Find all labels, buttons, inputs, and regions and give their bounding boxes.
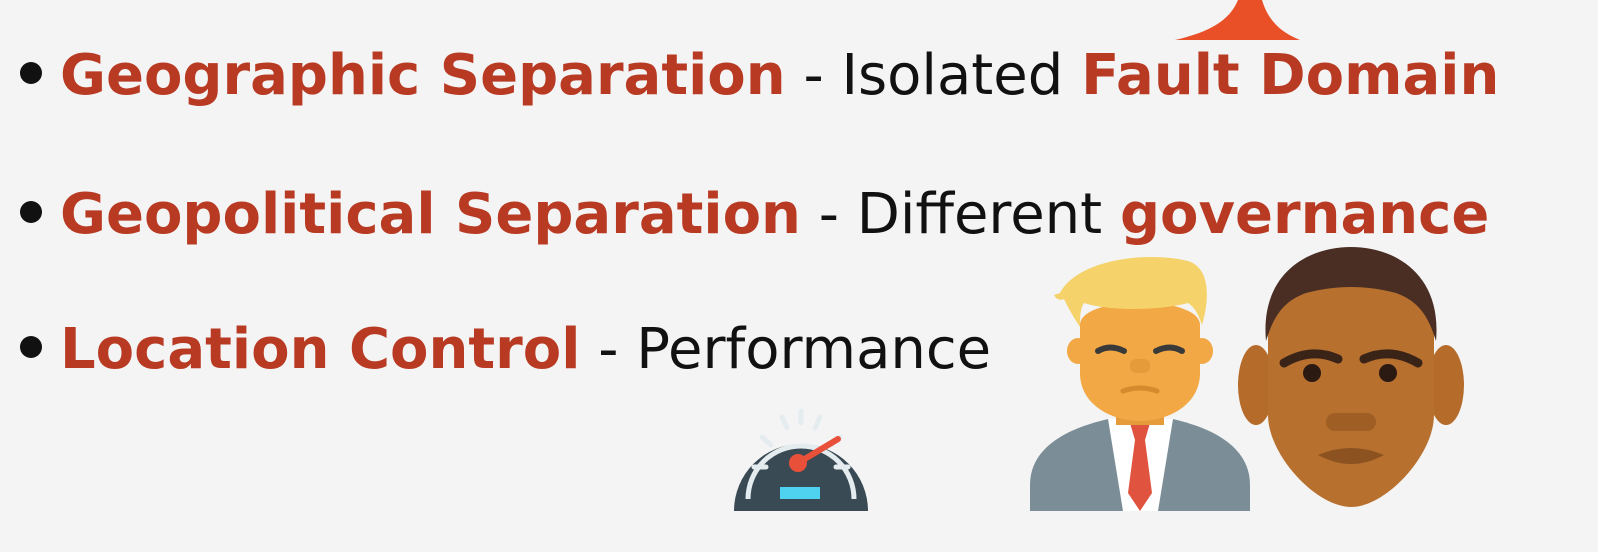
bullet-dot xyxy=(20,61,42,84)
bullet-description: Isolated xyxy=(841,43,1082,108)
bullet-term: Location Control xyxy=(60,317,581,382)
speedometer-icon xyxy=(734,408,868,511)
bullet-description: Different xyxy=(856,182,1120,247)
bullet-highlight: governance xyxy=(1119,182,1490,247)
bullet-separator: - xyxy=(580,317,637,382)
bullet-dot xyxy=(20,200,42,223)
bullet-term: Geopolitical Separation xyxy=(60,182,801,247)
person-left-icon xyxy=(1030,256,1250,511)
bullet-highlight: Fault Domain xyxy=(1081,43,1500,108)
bullet-separator: - xyxy=(785,43,842,108)
person-right-icon xyxy=(1238,247,1464,507)
bullet-separator: - xyxy=(800,182,857,247)
bullet-description: Performance xyxy=(636,317,992,382)
bullet-term: Geographic Separation xyxy=(60,43,786,108)
bullet-dot xyxy=(20,335,42,358)
bullet-geographic-separation: Geographic Separation - Isolated Fault D… xyxy=(20,48,1499,104)
bullet-location-control: Location Control - Performance xyxy=(20,322,991,378)
bullet-geopolitical-separation: Geopolitical Separation - Different gove… xyxy=(20,187,1489,243)
top-shape-icon xyxy=(1175,0,1300,40)
